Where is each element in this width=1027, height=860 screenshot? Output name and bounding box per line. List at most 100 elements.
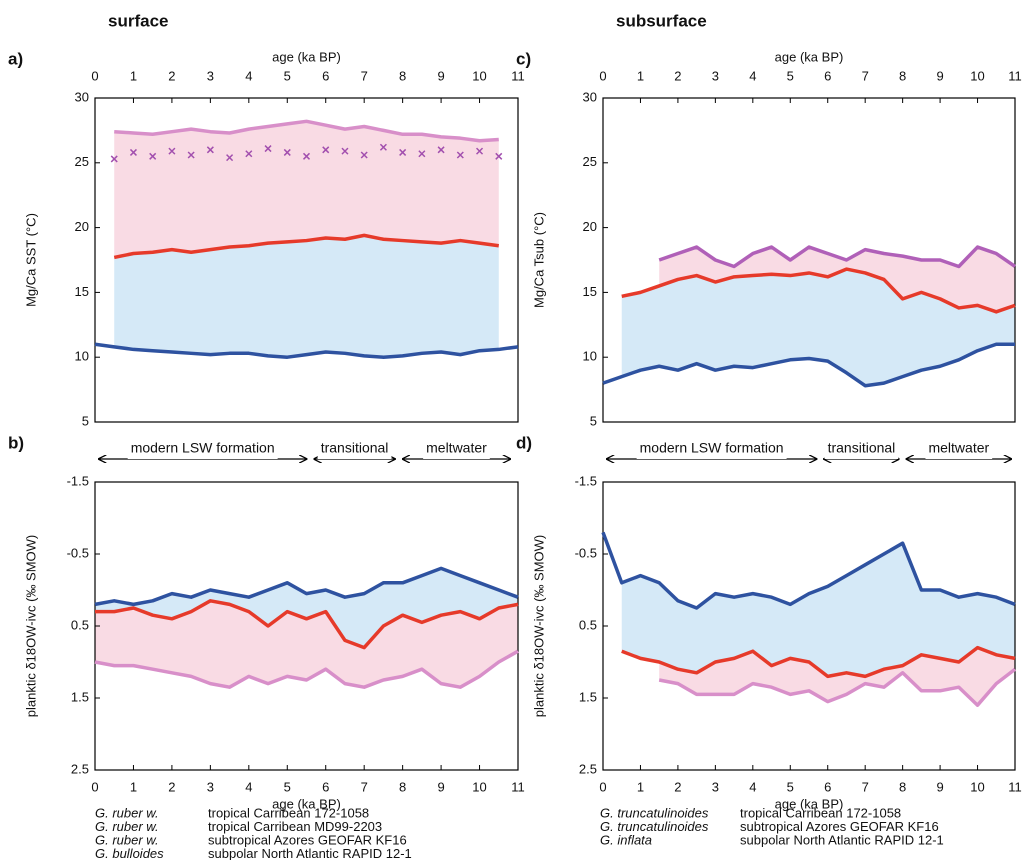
data-point: [437, 146, 445, 154]
heading: surface: [108, 11, 168, 30]
x-tick-label: 2: [168, 779, 175, 794]
y-tick-label: 25: [75, 154, 89, 169]
y-tick-label: 5: [590, 413, 597, 428]
heading: subsurface: [616, 11, 707, 30]
x-tick-label: 6: [824, 68, 831, 83]
x-tick-label: 3: [207, 779, 214, 794]
regime-label: meltwater: [426, 440, 487, 456]
y-axis-label: Mg/Ca SST (°C): [23, 213, 38, 307]
series-line: [94, 342, 519, 359]
legend-label: subpolar North Atlantic RAPID 12-1: [740, 832, 944, 847]
x-tick-label: 10: [970, 68, 984, 83]
legend-label: tropical Carribean 172-1058: [208, 805, 369, 820]
legend-species: G. ruber w.: [95, 805, 159, 820]
regime-label: modern LSW formation: [640, 440, 784, 456]
y-tick-label: 10: [583, 349, 597, 364]
x-tick-label: 5: [284, 68, 291, 83]
data-point: [149, 152, 157, 160]
data-point: [379, 143, 387, 151]
data-point: [476, 147, 484, 155]
x-tick-label: 0: [91, 779, 98, 794]
plot-frame: [94, 97, 519, 423]
data-point: [341, 147, 349, 155]
panel-label: b): [8, 433, 24, 452]
y-tick-label: -0.5: [575, 545, 597, 560]
data-point: [322, 146, 330, 154]
legend-species: G. ruber w.: [95, 819, 159, 834]
data-point: [456, 151, 464, 159]
y-tick-label: -0.5: [67, 545, 89, 560]
legend-species: G. inflata: [600, 832, 652, 847]
y-tick-label: 15: [583, 284, 597, 299]
x-tick-label: 1: [637, 68, 644, 83]
y-tick-label: 1.5: [579, 689, 597, 704]
x-tick-label: 3: [712, 68, 719, 83]
y-tick-label: 2.5: [71, 761, 89, 776]
y-axis-label: Mg/Ca Tsub (°C): [531, 212, 546, 308]
regime-label-bg: [317, 439, 392, 459]
x-tick-label: 5: [787, 779, 794, 794]
legend-species: G. truncatulinoides: [600, 819, 709, 834]
band: [95, 568, 518, 648]
x-tick-label: 7: [361, 779, 368, 794]
regime-label: modern LSW formation: [131, 440, 275, 456]
legend-label: subtropical Azores GEOFAR KF16: [208, 832, 407, 847]
x-tick-label: 0: [91, 68, 98, 83]
y-tick-label: 20: [583, 219, 597, 234]
x-tick-label: 5: [284, 779, 291, 794]
x-tick-label: 4: [245, 779, 252, 794]
x-tick-label: 10: [472, 68, 486, 83]
x-tick-label: 11: [511, 68, 525, 83]
x-tick-label: 8: [399, 68, 406, 83]
panel-label: a): [8, 49, 23, 68]
series-line: [621, 267, 1016, 314]
x-tick-label: 2: [674, 68, 681, 83]
legend-label: subpolar North Atlantic RAPID 12-1: [208, 846, 412, 860]
plot-frame: [602, 97, 1016, 423]
series-line: [602, 342, 1015, 388]
data-point: [206, 146, 214, 154]
data-point: [110, 155, 118, 163]
series-line: [658, 245, 1016, 269]
y-tick-label: 1.5: [71, 689, 89, 704]
x-tick-label: 9: [437, 68, 444, 83]
data-point: [399, 148, 407, 156]
x-tick-label: 11: [1008, 68, 1022, 83]
x-tick-label: 11: [1008, 779, 1022, 794]
x-tick-label: 11: [511, 779, 525, 794]
data-point: [226, 154, 234, 162]
y-tick-label: 10: [75, 349, 89, 364]
series-line: [95, 599, 519, 650]
series-line: [621, 645, 1016, 679]
y-tick-label: 0.5: [579, 617, 597, 632]
y-axis-label: planktic δ18OW-ivc (‰ SMOW): [531, 535, 546, 718]
x-tick-label: 10: [472, 779, 486, 794]
x-tick-label: 4: [749, 779, 756, 794]
y-tick-label: 30: [75, 89, 89, 104]
legend-label: subtropical Azores GEOFAR KF16: [740, 819, 939, 834]
x-tick-label: 5: [787, 68, 794, 83]
x-tick-label: 1: [130, 68, 137, 83]
x-tick-label: 9: [936, 779, 943, 794]
x-axis-label: age (ka BP): [775, 796, 844, 811]
panel-label: c): [516, 49, 531, 68]
data-point: [360, 151, 368, 159]
series-line: [113, 233, 500, 260]
y-tick-label: 2.5: [579, 761, 597, 776]
x-tick-label: 1: [130, 779, 137, 794]
regime-label-bg: [925, 439, 993, 459]
x-tick-label: 0: [599, 68, 606, 83]
x-axis-label: age (ka BP): [272, 796, 341, 811]
legend-label: tropical Carribean MD99-2203: [208, 819, 382, 834]
x-tick-label: 7: [862, 68, 869, 83]
x-tick-label: 2: [168, 68, 175, 83]
y-tick-label: -1.5: [67, 473, 89, 488]
legend-species: G. truncatulinoides: [600, 805, 709, 820]
y-tick-label: 0.5: [71, 617, 89, 632]
x-tick-label: 1: [637, 779, 644, 794]
y-tick-label: 15: [75, 284, 89, 299]
x-tick-label: 10: [970, 779, 984, 794]
series-line: [601, 531, 1016, 610]
y-tick-label: 25: [583, 154, 597, 169]
